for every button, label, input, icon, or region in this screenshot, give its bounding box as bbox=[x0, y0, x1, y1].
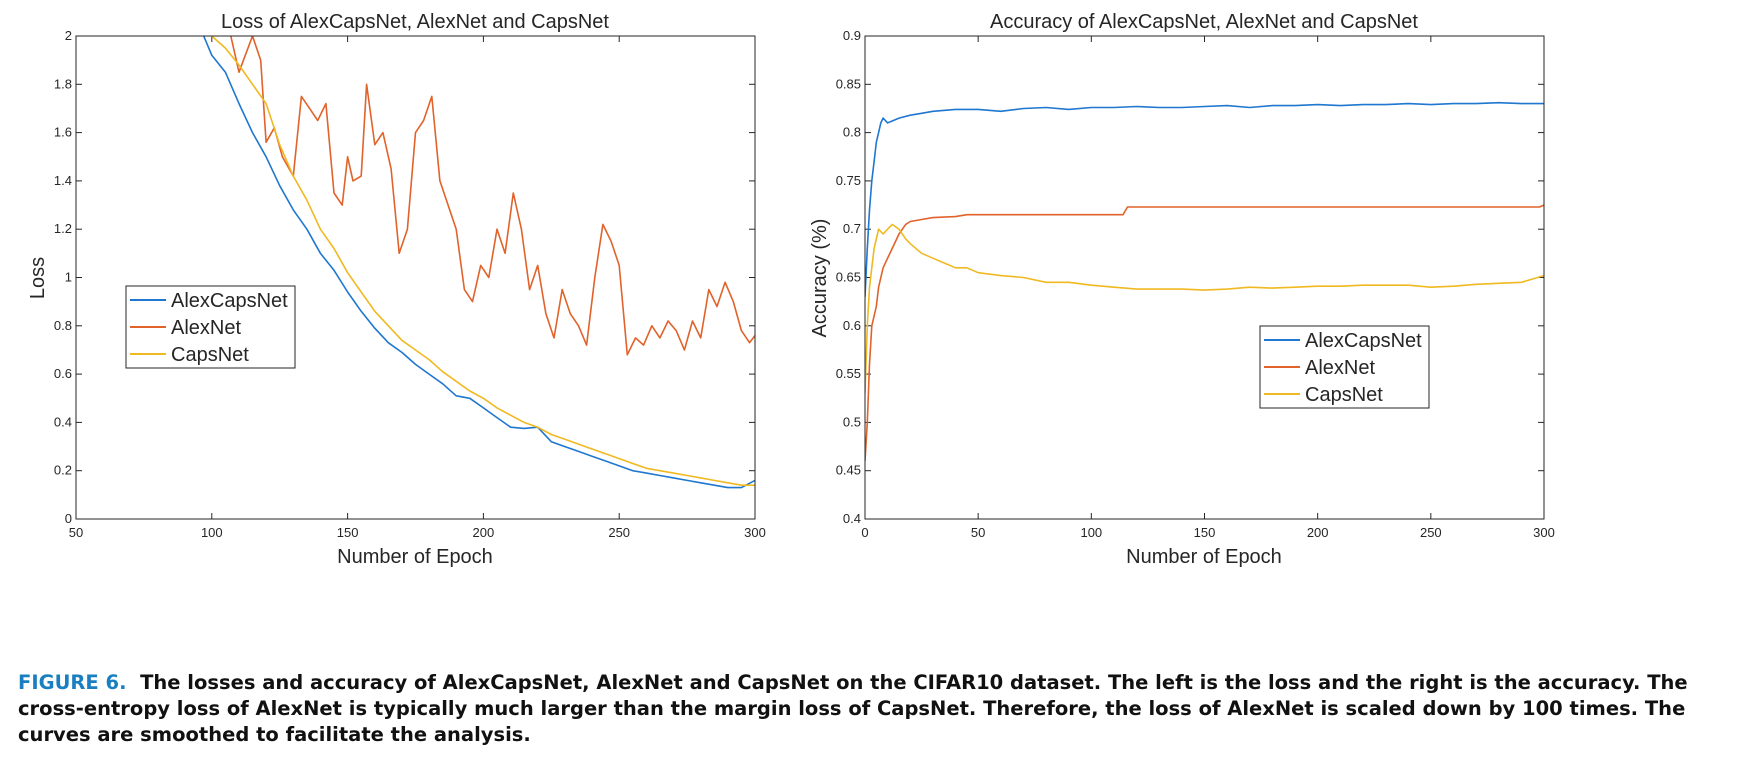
accuracy-legend-label-alexcapsnet: AlexCapsNet bbox=[1305, 330, 1422, 352]
accuracy-y-tick-label: 0.45 bbox=[836, 463, 861, 478]
accuracy-x-tick-label: 250 bbox=[1420, 525, 1442, 540]
accuracy-x-tick-label: 300 bbox=[1533, 525, 1555, 540]
accuracy-x-tick-label: 50 bbox=[971, 525, 985, 540]
loss-chart-axes-box bbox=[75, 35, 756, 520]
accuracy-x-tick-label: 100 bbox=[1080, 525, 1102, 540]
loss-y-tick-label: 1.4 bbox=[54, 173, 72, 188]
loss-y-tick-label: 0.6 bbox=[54, 366, 72, 381]
accuracy-y-tick-label: 0.8 bbox=[843, 125, 861, 140]
loss-y-tick-label: 0 bbox=[65, 511, 72, 526]
accuracy-y-tick-label: 0.5 bbox=[843, 414, 861, 429]
figure-caption-label: FIGURE 6. bbox=[18, 671, 127, 694]
loss-y-tick-label: 1 bbox=[65, 270, 72, 285]
accuracy-chart: Accuracy of AlexCapsNet, AlexNet and Cap… bbox=[809, 11, 1555, 568]
loss-x-tick-label: 150 bbox=[337, 525, 359, 540]
loss-legend-label-alexnet: AlexNet bbox=[171, 317, 241, 339]
loss-chart-legend: AlexCapsNet AlexNet CapsNet bbox=[125, 285, 296, 369]
loss-x-tick-label: 200 bbox=[473, 525, 495, 540]
accuracy-y-tick-label: 0.85 bbox=[836, 76, 861, 91]
accuracy-x-tick-label: 0 bbox=[861, 525, 868, 540]
figure-canvas: Loss of AlexCapsNet, AlexNet and CapsNet… bbox=[27, 11, 1555, 568]
accuracy-chart-title: Accuracy of AlexCapsNet, AlexNet and Cap… bbox=[990, 11, 1418, 33]
loss-series-line-alexnet bbox=[230, 36, 755, 356]
accuracy-y-tick-label: 0.7 bbox=[843, 221, 861, 236]
loss-y-tick-label: 1.2 bbox=[54, 221, 72, 236]
figure-caption-text: The losses and accuracy of AlexCapsNet, … bbox=[18, 671, 1688, 746]
accuracy-x-tick-label: 150 bbox=[1194, 525, 1216, 540]
accuracy-legend-label-alexnet: AlexNet bbox=[1305, 357, 1375, 379]
loss-x-tick-label: 100 bbox=[201, 525, 223, 540]
accuracy-y-tick-label: 0.55 bbox=[836, 366, 861, 381]
loss-x-tick-label: 50 bbox=[69, 525, 83, 540]
accuracy-chart-x-axis-label: Number of Epoch bbox=[1126, 546, 1282, 568]
accuracy-series-line-alexnet bbox=[865, 204, 1544, 462]
accuracy-chart-y-axis-label: Accuracy (%) bbox=[809, 219, 831, 338]
loss-y-tick-label: 1.6 bbox=[54, 125, 72, 140]
accuracy-y-tick-label: 0.75 bbox=[836, 173, 861, 188]
accuracy-chart-ticks: 0 50 100 150 200 250 300 0.4 0.45 0.5 0.55 0.6 0.65 0… bbox=[836, 28, 1555, 540]
loss-y-tick-label: 0.4 bbox=[54, 414, 72, 429]
loss-x-tick-label: 300 bbox=[744, 525, 766, 540]
accuracy-series-line-alexcapsnet bbox=[865, 101, 1544, 297]
accuracy-series-line-capsnet bbox=[865, 223, 1544, 394]
loss-x-tick-label: 250 bbox=[608, 525, 630, 540]
loss-y-tick-label: 2 bbox=[65, 28, 72, 43]
loss-chart-title: Loss of AlexCapsNet, AlexNet and CapsNet bbox=[221, 11, 609, 33]
accuracy-chart-series bbox=[865, 101, 1544, 462]
figure-caption: FIGURE 6. The losses and accuracy of Ale… bbox=[18, 670, 1743, 748]
loss-chart-y-axis-label: Loss bbox=[27, 257, 49, 299]
loss-legend-label-capsnet: CapsNet bbox=[171, 344, 249, 366]
loss-chart-x-axis-label: Number of Epoch bbox=[337, 546, 493, 568]
accuracy-y-tick-label: 0.4 bbox=[843, 511, 861, 526]
loss-chart: Loss of AlexCapsNet, AlexNet and CapsNet… bbox=[27, 11, 766, 568]
accuracy-x-tick-label: 200 bbox=[1307, 525, 1329, 540]
accuracy-y-tick-label: 0.9 bbox=[843, 28, 861, 43]
loss-chart-series bbox=[202, 36, 755, 489]
accuracy-y-tick-label: 0.65 bbox=[836, 270, 861, 285]
accuracy-chart-legend: AlexCapsNet AlexNet CapsNet bbox=[1259, 325, 1430, 409]
loss-y-tick-label: 0.8 bbox=[54, 318, 72, 333]
loss-series-line-capsnet bbox=[211, 36, 755, 487]
loss-series-line-alexcapsnet bbox=[202, 36, 755, 489]
accuracy-chart-axes-box bbox=[864, 35, 1545, 520]
loss-legend-label-alexcapsnet: AlexCapsNet bbox=[171, 290, 288, 312]
loss-y-tick-label: 1.8 bbox=[54, 76, 72, 91]
accuracy-legend-label-capsnet: CapsNet bbox=[1305, 384, 1383, 406]
accuracy-y-tick-label: 0.6 bbox=[843, 318, 861, 333]
loss-y-tick-label: 0.2 bbox=[54, 463, 72, 478]
loss-chart-ticks: 50 100 150 200 250 300 0 0.2 0.4 0.6 0.8 1 1.2 1.4 1.6… bbox=[54, 28, 766, 540]
